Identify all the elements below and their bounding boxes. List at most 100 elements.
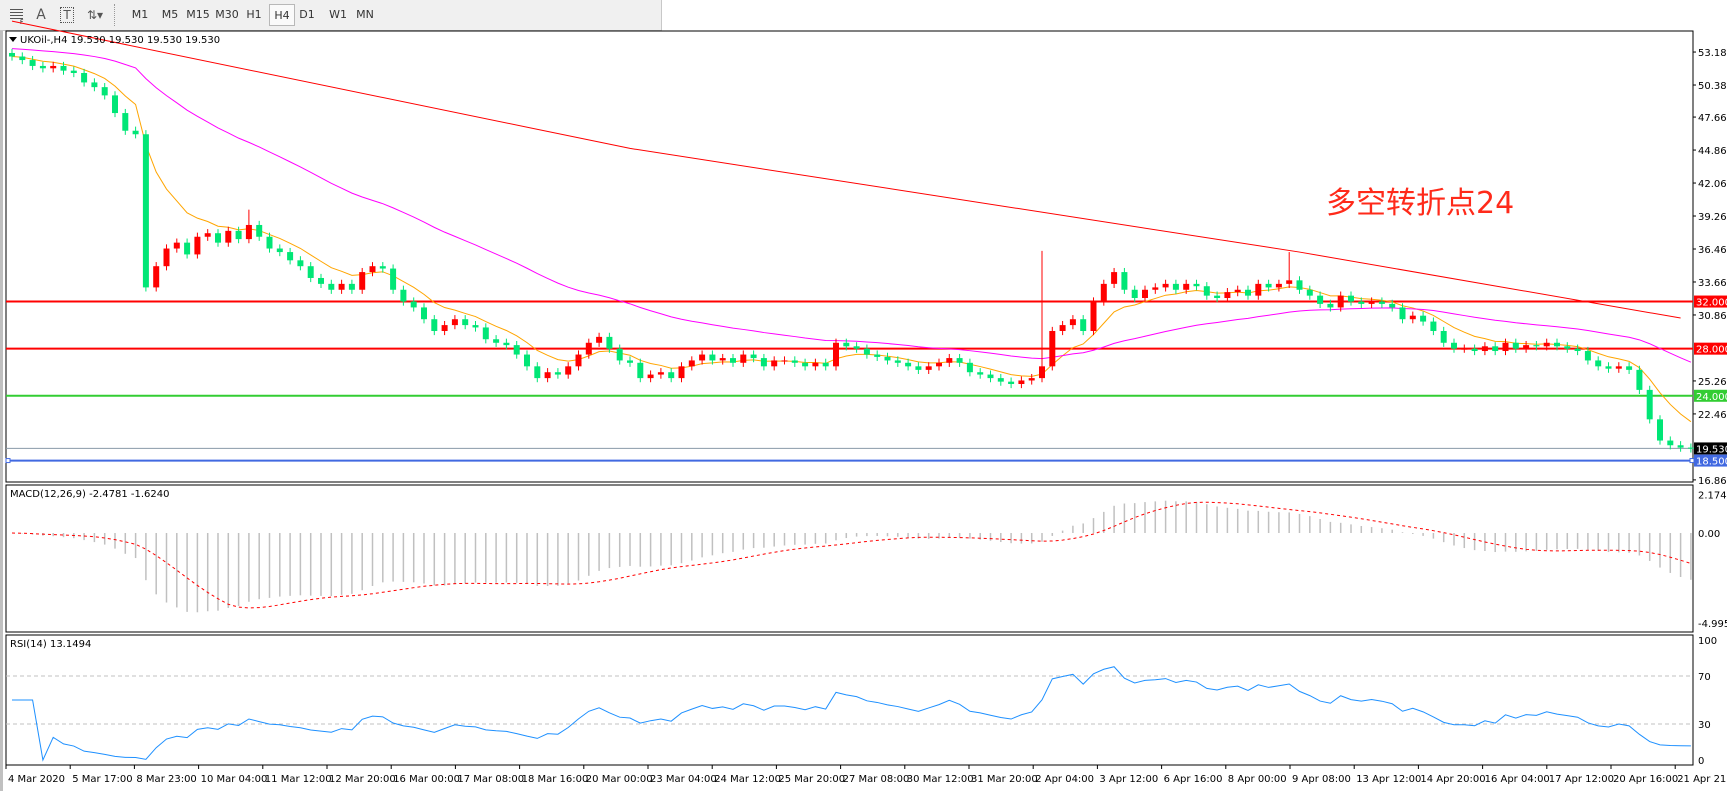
candle-down [235,230,242,240]
candle-down [1687,447,1694,449]
candle-up [1543,342,1550,347]
price-tag-bg [1694,295,1727,308]
time-axis-label: 3 Apr 12:00 [1099,774,1158,785]
candle-up [1090,301,1097,331]
price-axis-label: 25.260 [1698,377,1727,388]
candle-down [91,82,98,88]
rsi-scale-label: 0 [1698,756,1704,767]
candle-down [400,289,407,302]
price-axis-label: 50.380 [1698,81,1727,92]
candle-down [1131,289,1138,299]
candle-down [668,372,675,379]
candle-up [812,362,819,367]
candle-down [915,366,922,370]
candle-down [112,95,118,114]
candle-up [1615,366,1622,369]
grid-icon[interactable]: F [6,4,28,26]
candle-down [307,266,314,278]
candle-down [1245,289,1251,296]
time-axis-label: 23 Mar 04:00 [650,774,717,785]
candle-down [421,307,427,320]
hline-handle [1689,458,1695,464]
candle-up [441,325,448,331]
candle-down [215,233,221,243]
candle-up [1368,301,1375,304]
candle-down [1348,295,1354,302]
candle-down [894,360,901,363]
candle-down [760,358,767,367]
candle-up [699,354,706,361]
candle-up [173,242,180,249]
hline-handle [5,458,11,464]
candle-down [977,372,984,375]
candle-down [637,362,644,379]
text-label-icon[interactable]: T [56,4,78,26]
candle-up [245,224,252,240]
timeframe-m15[interactable]: M15 [186,8,210,21]
candle-up [1100,283,1107,302]
collapse-triangle-icon[interactable] [9,37,17,42]
candle-up [544,372,551,379]
candle-up [194,236,201,255]
time-axis-label: 4 Mar 2020 [8,774,65,785]
price-axis-label: 47.660 [1698,113,1727,124]
text-icon[interactable]: A [36,7,46,23]
candle-down [905,362,912,367]
candle-down [1296,280,1303,290]
candle-down [1172,283,1179,290]
candle-up [163,248,170,267]
candle-down [1512,342,1519,349]
candle-down [853,346,860,349]
candle-up [565,366,572,375]
timeframe-h4[interactable]: H4 [269,4,295,26]
candle-up [740,354,747,363]
price-axis-label: 33.660 [1698,278,1727,289]
candle-down [328,283,335,290]
timeframe-w1[interactable]: W1 [329,8,347,21]
price-axis-label: 16.860 [1698,476,1727,487]
candle-down [524,354,530,367]
price-tag: 28.000 [1696,345,1727,356]
candle-down [791,360,798,363]
candle-down [1121,272,1128,290]
timeframe-m30[interactable]: M30 [215,8,239,21]
candle-down [297,260,304,267]
timeframe-mn[interactable]: MN [356,8,374,21]
time-axis-label: 30 Mar 12:00 [907,774,974,785]
candle-down [122,113,129,131]
time-axis-label: 10 Mar 04:00 [201,774,268,785]
candle-up [925,366,932,370]
macd-signal-line [11,501,1692,609]
candle-up [338,283,345,290]
price-axis-label: 30.860 [1698,311,1727,322]
candle-up [719,358,726,361]
candle-down [997,378,1004,382]
candle-up [1275,283,1282,288]
candle-up [575,354,582,367]
candle-down [956,358,963,363]
time-axis-label: 16 Mar 00:00 [393,774,460,785]
candle-up [153,266,160,288]
rsi-scale-label: 30 [1698,720,1711,731]
candle-down [1554,342,1560,347]
candle-down [1451,342,1457,349]
toolbar-separator [114,4,116,26]
arrows-icon[interactable]: ⇅▾ [86,8,104,22]
timeframe-m5[interactable]: M5 [161,8,179,21]
price-tag: 32.000 [1696,298,1727,309]
macd-scale-label: -4.9955 [1698,619,1727,630]
candle-down [1574,348,1581,352]
timeframe-h1[interactable]: H1 [246,8,262,21]
timeframe-d1[interactable]: D1 [299,8,315,21]
candle-down [534,366,541,379]
candle-down [101,87,108,96]
candle-down [503,342,510,346]
candle-down [1306,289,1313,296]
timeframe-m1[interactable]: M1 [131,8,149,21]
candle-down [276,248,283,253]
candle-up [1183,283,1190,290]
time-axis-label: 6 Apr 16:00 [1164,774,1223,785]
candle-up [1028,378,1035,381]
candle-down [256,224,263,237]
